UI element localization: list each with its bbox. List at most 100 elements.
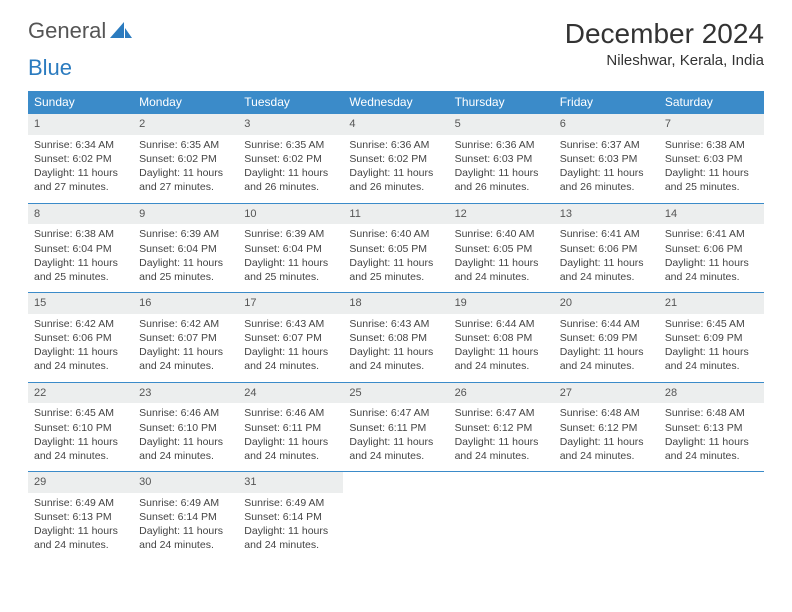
sunset-line: Sunset: 6:03 PM — [665, 152, 758, 166]
day-number-cell: 7 — [659, 114, 764, 135]
day-number-cell — [659, 472, 764, 493]
sunrise-line: Sunrise: 6:43 AM — [349, 317, 442, 331]
day-detail-cell — [554, 493, 659, 561]
daylight-line: Daylight: 11 hours and 24 minutes. — [349, 435, 442, 463]
daylight-line: Daylight: 11 hours and 24 minutes. — [244, 345, 337, 373]
sunset-line: Sunset: 6:08 PM — [349, 331, 442, 345]
day-number-cell: 11 — [343, 203, 448, 224]
sunset-line: Sunset: 6:06 PM — [34, 331, 127, 345]
sunset-line: Sunset: 6:05 PM — [455, 242, 548, 256]
sunrise-line: Sunrise: 6:44 AM — [560, 317, 653, 331]
day-detail-cell: Sunrise: 6:45 AMSunset: 6:10 PMDaylight:… — [28, 403, 133, 471]
day-detail-cell: Sunrise: 6:34 AMSunset: 6:02 PMDaylight:… — [28, 135, 133, 203]
day-number-cell: 23 — [133, 382, 238, 403]
daylight-line: Daylight: 11 hours and 24 minutes. — [455, 435, 548, 463]
daylight-line: Daylight: 11 hours and 25 minutes. — [244, 256, 337, 284]
daylight-line: Daylight: 11 hours and 24 minutes. — [34, 524, 127, 552]
day-detail-cell: Sunrise: 6:42 AMSunset: 6:07 PMDaylight:… — [133, 314, 238, 382]
day-number-cell — [554, 472, 659, 493]
daylight-line: Daylight: 11 hours and 25 minutes. — [665, 166, 758, 194]
daylight-line: Daylight: 11 hours and 25 minutes. — [349, 256, 442, 284]
day-number-cell: 19 — [449, 293, 554, 314]
day-number-cell: 13 — [554, 203, 659, 224]
day-detail-cell — [343, 493, 448, 561]
weekday-header: Friday — [554, 91, 659, 114]
day-detail-cell: Sunrise: 6:44 AMSunset: 6:08 PMDaylight:… — [449, 314, 554, 382]
day-number-cell: 2 — [133, 114, 238, 135]
day-detail-cell — [659, 493, 764, 561]
sunset-line: Sunset: 6:08 PM — [455, 331, 548, 345]
sunrise-line: Sunrise: 6:43 AM — [244, 317, 337, 331]
day-detail-cell: Sunrise: 6:38 AMSunset: 6:04 PMDaylight:… — [28, 224, 133, 292]
day-detail-cell: Sunrise: 6:43 AMSunset: 6:08 PMDaylight:… — [343, 314, 448, 382]
sunset-line: Sunset: 6:04 PM — [139, 242, 232, 256]
daylight-line: Daylight: 11 hours and 27 minutes. — [34, 166, 127, 194]
daylight-line: Daylight: 11 hours and 24 minutes. — [455, 256, 548, 284]
logo-text-a: General — [28, 18, 106, 44]
sunset-line: Sunset: 6:07 PM — [139, 331, 232, 345]
day-number-cell: 22 — [28, 382, 133, 403]
day-number-cell: 16 — [133, 293, 238, 314]
day-detail-cell: Sunrise: 6:48 AMSunset: 6:12 PMDaylight:… — [554, 403, 659, 471]
sunset-line: Sunset: 6:02 PM — [349, 152, 442, 166]
day-detail-cell: Sunrise: 6:40 AMSunset: 6:05 PMDaylight:… — [449, 224, 554, 292]
daylight-line: Daylight: 11 hours and 24 minutes. — [139, 435, 232, 463]
day-number-cell: 1 — [28, 114, 133, 135]
sunrise-line: Sunrise: 6:34 AM — [34, 138, 127, 152]
sunrise-line: Sunrise: 6:48 AM — [665, 406, 758, 420]
daylight-line: Daylight: 11 hours and 24 minutes. — [560, 256, 653, 284]
daylight-line: Daylight: 11 hours and 27 minutes. — [139, 166, 232, 194]
daylight-line: Daylight: 11 hours and 26 minutes. — [560, 166, 653, 194]
day-detail-cell: Sunrise: 6:49 AMSunset: 6:13 PMDaylight:… — [28, 493, 133, 561]
sunset-line: Sunset: 6:12 PM — [560, 421, 653, 435]
sunrise-line: Sunrise: 6:45 AM — [34, 406, 127, 420]
day-detail-cell: Sunrise: 6:48 AMSunset: 6:13 PMDaylight:… — [659, 403, 764, 471]
weekday-header: Thursday — [449, 91, 554, 114]
day-detail-cell: Sunrise: 6:36 AMSunset: 6:03 PMDaylight:… — [449, 135, 554, 203]
daylight-line: Daylight: 11 hours and 26 minutes. — [349, 166, 442, 194]
day-number-cell: 4 — [343, 114, 448, 135]
sunset-line: Sunset: 6:13 PM — [34, 510, 127, 524]
day-detail-cell: Sunrise: 6:39 AMSunset: 6:04 PMDaylight:… — [238, 224, 343, 292]
sunset-line: Sunset: 6:06 PM — [665, 242, 758, 256]
sunrise-line: Sunrise: 6:48 AM — [560, 406, 653, 420]
month-title: December 2024 — [565, 18, 764, 50]
weekday-header: Wednesday — [343, 91, 448, 114]
day-detail-cell: Sunrise: 6:40 AMSunset: 6:05 PMDaylight:… — [343, 224, 448, 292]
logo-sail-icon — [110, 22, 132, 40]
day-detail-cell: Sunrise: 6:45 AMSunset: 6:09 PMDaylight:… — [659, 314, 764, 382]
day-detail-cell: Sunrise: 6:38 AMSunset: 6:03 PMDaylight:… — [659, 135, 764, 203]
day-number-cell: 8 — [28, 203, 133, 224]
daylight-line: Daylight: 11 hours and 24 minutes. — [560, 435, 653, 463]
sunset-line: Sunset: 6:11 PM — [349, 421, 442, 435]
day-number-cell: 9 — [133, 203, 238, 224]
sunset-line: Sunset: 6:10 PM — [34, 421, 127, 435]
day-detail-cell: Sunrise: 6:49 AMSunset: 6:14 PMDaylight:… — [133, 493, 238, 561]
sunrise-line: Sunrise: 6:47 AM — [455, 406, 548, 420]
sunrise-line: Sunrise: 6:40 AM — [349, 227, 442, 241]
day-number-cell: 14 — [659, 203, 764, 224]
daylight-line: Daylight: 11 hours and 24 minutes. — [34, 345, 127, 373]
day-number-cell: 10 — [238, 203, 343, 224]
sunrise-line: Sunrise: 6:49 AM — [34, 496, 127, 510]
day-number-row: 1234567 — [28, 114, 764, 135]
day-detail-cell: Sunrise: 6:44 AMSunset: 6:09 PMDaylight:… — [554, 314, 659, 382]
sunrise-line: Sunrise: 6:41 AM — [560, 227, 653, 241]
day-detail-cell: Sunrise: 6:41 AMSunset: 6:06 PMDaylight:… — [554, 224, 659, 292]
day-detail-cell: Sunrise: 6:46 AMSunset: 6:11 PMDaylight:… — [238, 403, 343, 471]
day-number-cell — [449, 472, 554, 493]
sunset-line: Sunset: 6:02 PM — [34, 152, 127, 166]
daylight-line: Daylight: 11 hours and 24 minutes. — [139, 524, 232, 552]
daylight-line: Daylight: 11 hours and 26 minutes. — [244, 166, 337, 194]
day-detail-row: Sunrise: 6:45 AMSunset: 6:10 PM Daylight:… — [28, 403, 764, 471]
day-detail-cell: Sunrise: 6:47 AMSunset: 6:12 PMDaylight:… — [449, 403, 554, 471]
day-detail-cell: Sunrise: 6:42 AMSunset: 6:06 PMDaylight:… — [28, 314, 133, 382]
weekday-header: Tuesday — [238, 91, 343, 114]
day-number-row: 15161718192021 — [28, 293, 764, 314]
day-number-cell: 12 — [449, 203, 554, 224]
day-detail-row: Sunrise: 6:34 AMSunset: 6:02 PMDaylight:… — [28, 135, 764, 203]
day-detail-cell: Sunrise: 6:43 AMSunset: 6:07 PMDaylight:… — [238, 314, 343, 382]
daylight-line: Daylight: 11 hours and 26 minutes. — [455, 166, 548, 194]
sunset-line: Sunset: 6:02 PM — [139, 152, 232, 166]
logo-text-b: Blue — [28, 55, 72, 80]
